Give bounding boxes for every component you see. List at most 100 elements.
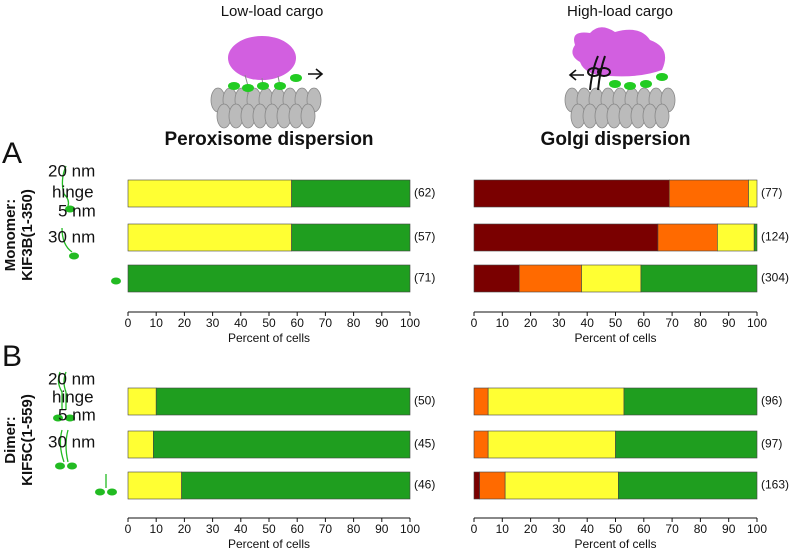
row-group: Monomer: [2, 199, 19, 272]
heading: Low-load cargo [221, 3, 324, 20]
bar-segment [623, 387, 758, 416]
bar-annotation: (96) [761, 394, 782, 408]
bar-segment [753, 223, 758, 252]
construct-annotation: hinge [52, 182, 94, 201]
construct-annotation: 5 nm [58, 201, 96, 220]
bar-annotation: (124) [761, 230, 789, 244]
x-tick-label: 10 [496, 316, 510, 330]
x-tick-label: 60 [637, 316, 651, 330]
illustration-low-load [210, 36, 324, 129]
x-tick-label: 90 [722, 316, 736, 330]
x-tick-label: 0 [125, 522, 132, 536]
bar-segment [181, 471, 411, 500]
bar-segment [127, 223, 292, 252]
heading: High-load cargo [567, 3, 673, 20]
x-tick-label: 70 [319, 316, 333, 330]
x-tick-label: 50 [609, 316, 623, 330]
bar-annotation: (304) [761, 271, 789, 285]
bar-segment [127, 430, 154, 459]
x-tick-label: 70 [665, 316, 679, 330]
row-construct: KIF3B(1-350) [19, 189, 36, 281]
x-tick-label: 30 [552, 522, 566, 536]
x-tick-label: 40 [581, 522, 595, 536]
bar-annotation: (77) [761, 186, 782, 200]
x-tick-label: 100 [747, 522, 767, 536]
bar-segment [153, 430, 411, 459]
x-axis-label: Percent of cells [574, 331, 656, 345]
bar-segment [473, 179, 670, 208]
x-tick-label: 50 [262, 522, 276, 536]
bar-annotation: (71) [414, 271, 435, 285]
x-tick-label: 40 [234, 522, 248, 536]
bar-segment [127, 264, 411, 293]
bar-segment [518, 264, 582, 293]
bar-segment [479, 471, 506, 500]
x-tick-label: 40 [581, 316, 595, 330]
bar-segment [473, 471, 480, 500]
x-axis-label: Percent of cells [228, 331, 310, 345]
bar-segment [748, 179, 758, 208]
x-tick-label: 80 [694, 522, 708, 536]
bar-segment [668, 179, 749, 208]
x-tick-label: 20 [178, 522, 192, 536]
bar-annotation: (97) [761, 437, 782, 451]
bar-segment [473, 387, 489, 416]
bar-segment [640, 264, 758, 293]
x-axis-label: Percent of cells [574, 537, 656, 551]
construct-annotation: 5 nm [58, 405, 96, 424]
bar-segment [487, 387, 625, 416]
bar-annotation: (163) [761, 478, 789, 492]
panel-letter: A [2, 137, 22, 170]
construct-annotation: 30 nm [48, 432, 95, 451]
bar-segment [473, 430, 489, 459]
bar-segment [127, 471, 182, 500]
construct-heads [53, 205, 121, 496]
bar-annotation: (62) [414, 186, 435, 200]
x-tick-label: 80 [347, 522, 361, 536]
chart-title: Golgi dispersion [541, 129, 691, 150]
construct-annotation: hinge [52, 387, 94, 406]
bar-segment [657, 223, 718, 252]
x-tick-label: 90 [375, 522, 389, 536]
panel-letter: B [2, 340, 22, 373]
x-tick-label: 100 [400, 522, 420, 536]
x-tick-label: 20 [178, 316, 192, 330]
x-tick-label: 60 [291, 316, 305, 330]
construct-annotation: 20 nm [48, 369, 95, 388]
x-tick-label: 100 [747, 316, 767, 330]
bar-segment [504, 471, 619, 500]
x-tick-label: 90 [722, 522, 736, 536]
x-tick-label: 100 [400, 316, 420, 330]
x-tick-label: 10 [150, 316, 164, 330]
x-tick-label: 40 [234, 316, 248, 330]
x-tick-label: 60 [637, 522, 651, 536]
x-tick-label: 10 [150, 522, 164, 536]
bar-segment [155, 387, 411, 416]
x-tick-label: 0 [471, 316, 478, 330]
row-group: Dimer: [2, 416, 19, 464]
bar-annotation: (45) [414, 437, 435, 451]
x-tick-label: 10 [496, 522, 510, 536]
x-tick-label: 30 [552, 316, 566, 330]
x-tick-label: 30 [206, 522, 220, 536]
illustration-high-load [564, 27, 676, 129]
bar-segment [473, 264, 520, 293]
bar-segment [291, 179, 411, 208]
bar-segment [127, 387, 157, 416]
x-tick-label: 50 [609, 522, 623, 536]
x-tick-label: 0 [471, 522, 478, 536]
bar-segment [618, 471, 758, 500]
x-axis-label: Percent of cells [228, 537, 310, 551]
chart-title: Peroxisome dispersion [164, 129, 373, 150]
x-tick-label: 70 [319, 522, 333, 536]
x-tick-label: 80 [694, 316, 708, 330]
construct-annotation: 30 nm [48, 227, 95, 246]
bar-segment [717, 223, 755, 252]
x-tick-label: 60 [291, 522, 305, 536]
x-tick-label: 30 [206, 316, 220, 330]
row-construct: KIF5C(1-559) [19, 394, 36, 486]
bar-annotation: (50) [414, 394, 435, 408]
bar-annotation: (57) [414, 230, 435, 244]
construct-annotation: 20 nm [48, 161, 95, 180]
